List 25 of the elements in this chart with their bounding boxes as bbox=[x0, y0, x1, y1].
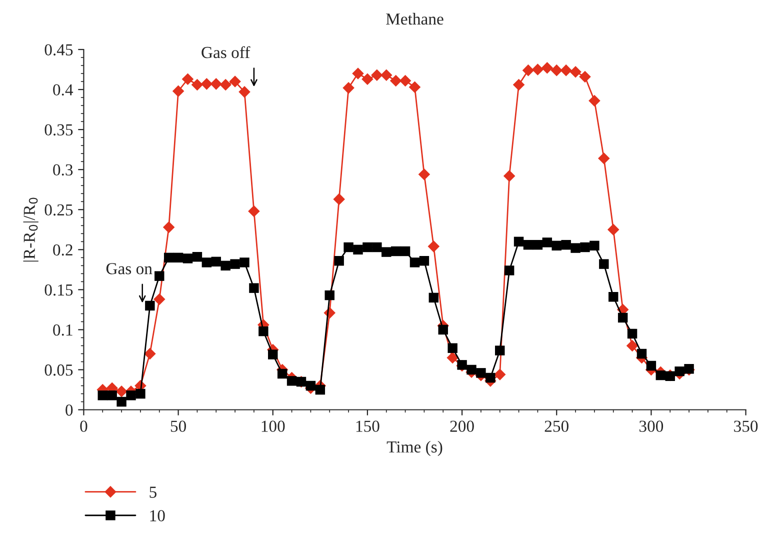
legend-label: 10 bbox=[150, 510, 165, 522]
x-tick-label: 150 bbox=[356, 420, 380, 432]
x-tick-label: 250 bbox=[544, 420, 568, 432]
y-tick-label: 0 bbox=[66, 404, 73, 416]
y-tick-label: 0.4 bbox=[53, 84, 74, 96]
x-tick-label: 200 bbox=[450, 420, 474, 432]
annotation: Gas on bbox=[106, 263, 152, 274]
x-tick-label: 0 bbox=[80, 420, 88, 432]
y-tick-label: 0.05 bbox=[44, 364, 73, 376]
x-tick-label: 50 bbox=[170, 420, 186, 432]
y-tick-label: 0.35 bbox=[44, 124, 73, 136]
x-tick-label: 350 bbox=[734, 420, 758, 432]
y-tick-label: 0.2 bbox=[53, 244, 72, 256]
x-tick-label: 100 bbox=[262, 420, 285, 432]
x-axis-title: Time (s) bbox=[386, 440, 442, 456]
annotation: Gas off bbox=[202, 46, 250, 58]
y-axis-title: |R-R$_{0}$|/R$_{0}$ bbox=[23, 198, 38, 262]
y-tick-label: 0.45 bbox=[44, 44, 73, 56]
y-tick-label: 0.1 bbox=[53, 324, 72, 336]
y-tick-label: 0.3 bbox=[53, 164, 73, 176]
legend-label: 5 bbox=[150, 486, 156, 498]
chart-title: Methane bbox=[386, 12, 444, 25]
x-tick-label: 300 bbox=[639, 420, 664, 432]
y-tick-label: 0.25 bbox=[44, 204, 73, 216]
y-tick-label: 0.15 bbox=[44, 284, 73, 296]
